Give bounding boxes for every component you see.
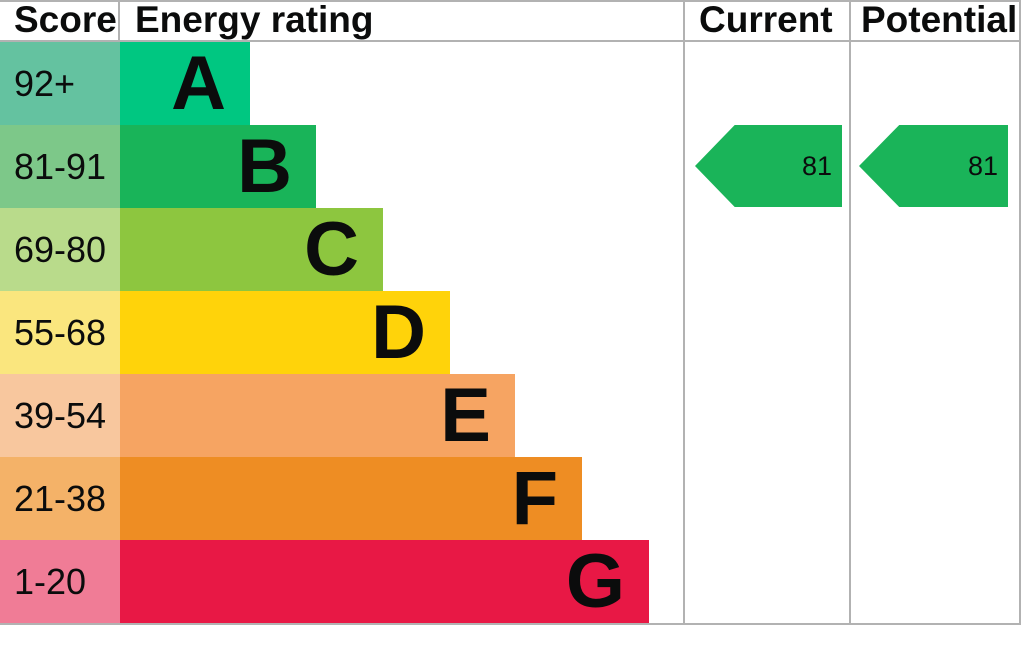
band-row-a: 92+ A (0, 42, 250, 125)
column-header-potential: Potential (861, 0, 1018, 40)
current-rating-arrow: 81 (695, 125, 842, 207)
band-letter: A (171, 41, 226, 126)
band-row-d: 55-68 D (0, 291, 450, 374)
score-range-cell: 81-91 (0, 125, 120, 208)
potential-rating-value: 81 (967, 150, 998, 181)
gridline-top (0, 0, 1021, 2)
band-row-f: 21-38 F (0, 457, 582, 540)
score-range-cell: 55-68 (0, 291, 120, 374)
score-range-cell: 92+ (0, 42, 120, 125)
band-row-e: 39-54 E (0, 374, 515, 457)
column-header-energy-rating: Energy rating (135, 0, 374, 40)
band-letter: G (565, 539, 625, 624)
band-bar: D (120, 291, 450, 374)
band-bar: E (120, 374, 515, 457)
gridline-bottom (0, 623, 1021, 625)
gridline-current-divider (683, 0, 685, 625)
score-range-cell: 39-54 (0, 374, 120, 457)
band-bar: C (120, 208, 383, 291)
gridline-header-bottom (0, 40, 1021, 42)
score-range-cell: 1-20 (0, 540, 120, 623)
band-letter: B (237, 124, 292, 209)
gridline-right-edge (1019, 0, 1021, 625)
gridline-potential-divider (849, 0, 851, 625)
band-bar: F (120, 457, 582, 540)
column-header-score: Score (14, 0, 117, 40)
score-range-cell: 21-38 (0, 457, 120, 540)
band-letter: D (371, 290, 426, 375)
band-bar: G (120, 540, 649, 623)
column-header-current: Current (699, 0, 833, 40)
band-letter: F (511, 456, 558, 541)
band-bar: A (120, 42, 250, 125)
potential-rating-arrow: 81 (859, 125, 1008, 207)
band-row-c: 69-80 C (0, 208, 383, 291)
band-row-g: 1-20 G (0, 540, 649, 623)
band-row-b: 81-91 B (0, 125, 316, 208)
current-rating-value: 81 (801, 150, 832, 181)
band-letter: E (440, 373, 491, 458)
score-range-cell: 69-80 (0, 208, 120, 291)
band-bar: B (120, 125, 316, 208)
band-letter: C (304, 207, 359, 292)
